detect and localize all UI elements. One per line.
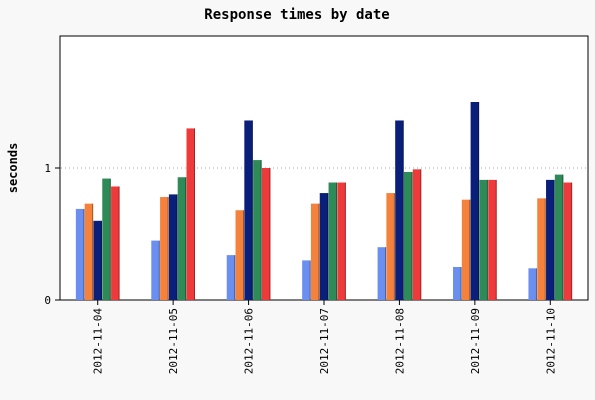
bar: [84, 203, 94, 300]
y-axis-label: seconds: [6, 143, 20, 194]
bar: [528, 268, 537, 300]
bar: [546, 179, 555, 300]
x-tick-label: 2012-11-06: [243, 308, 256, 374]
bar: [554, 174, 564, 300]
bar: [93, 220, 102, 300]
bar: [386, 193, 395, 300]
bar: [470, 102, 480, 300]
bar: [337, 182, 346, 300]
bar: [453, 267, 462, 300]
bar: [479, 179, 488, 300]
x-tick-label: 2012-11-05: [167, 308, 180, 374]
bar: [235, 210, 245, 300]
bar: [253, 160, 262, 300]
bar: [186, 128, 195, 300]
bar: [160, 197, 169, 300]
bar: [177, 177, 187, 300]
x-tick-label: 2012-11-07: [318, 308, 331, 374]
bar: [488, 179, 497, 300]
bar: [412, 169, 422, 300]
bar: [461, 199, 471, 300]
bar: [102, 178, 111, 300]
bar: [302, 260, 311, 300]
bar: [310, 203, 320, 300]
x-tick-label: 2012-11-10: [544, 308, 557, 374]
bar: [537, 198, 546, 300]
y-axis: 01: [44, 162, 60, 307]
y-tick-label: 1: [44, 162, 51, 175]
bar: [261, 168, 271, 300]
x-tick-label: 2012-11-04: [92, 308, 105, 375]
bar: [244, 120, 253, 300]
chart-title: Response times by date: [204, 7, 389, 23]
bar: [319, 193, 329, 300]
x-axis: 2012-11-04 2012-11-05 2012-11-06 2012-11-07…: [92, 300, 557, 375]
bar: [563, 182, 573, 300]
x-tick-label: 2012-11-09: [469, 308, 482, 374]
bar: [75, 208, 85, 300]
bar: [151, 240, 160, 300]
bar: [377, 247, 387, 300]
bar: [226, 255, 236, 300]
bar: [168, 194, 178, 300]
bar: [395, 120, 404, 300]
x-tick-label: 2012-11-08: [393, 308, 406, 374]
bars: [75, 102, 573, 300]
y-tick-label: 0: [44, 294, 51, 307]
bar: [403, 171, 413, 300]
bar: [111, 186, 120, 300]
bar: [328, 182, 338, 300]
